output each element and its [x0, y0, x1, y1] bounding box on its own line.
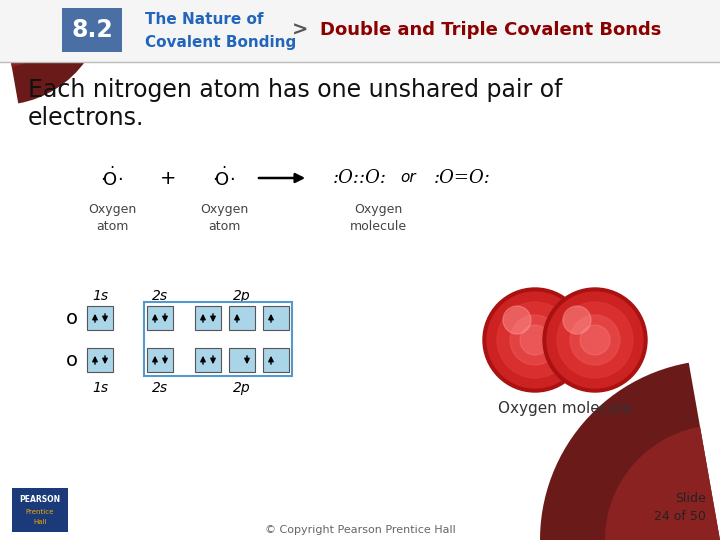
Circle shape [510, 315, 560, 365]
Wedge shape [0, 0, 68, 67]
Text: >: > [292, 21, 308, 39]
Circle shape [543, 288, 647, 392]
Text: The Nature of: The Nature of [145, 12, 264, 28]
Text: Covalent Bonding: Covalent Bonding [145, 35, 296, 50]
Circle shape [483, 288, 587, 392]
Wedge shape [0, 0, 105, 103]
Circle shape [487, 292, 583, 388]
Text: $\cdot\!\dot{\mathrm{O}}\!\cdot$: $\cdot\!\dot{\mathrm{O}}\!\cdot$ [212, 166, 235, 190]
Text: o: o [66, 308, 78, 327]
Text: 1s: 1s [92, 289, 108, 303]
Bar [195, 348, 221, 372]
Text: :O::O:: :O::O: [333, 169, 387, 187]
Text: Oxygen
atom: Oxygen atom [200, 203, 248, 233]
Bar [147, 306, 173, 330]
Text: 2p: 2p [233, 381, 251, 395]
Text: Oxygen
molecule: Oxygen molecule [349, 203, 407, 233]
Text: electrons.: electrons. [28, 106, 145, 130]
Bar [229, 348, 255, 372]
Text: :O=O:: :O=O: [433, 169, 490, 187]
Circle shape [557, 302, 633, 378]
Text: 2s: 2s [152, 289, 168, 303]
Wedge shape [540, 363, 720, 540]
Bar [263, 348, 289, 372]
Circle shape [497, 302, 573, 378]
Circle shape [580, 325, 610, 355]
Bar [144, 302, 292, 376]
Circle shape [570, 315, 620, 365]
Circle shape [547, 292, 643, 388]
Text: or: or [400, 171, 416, 186]
Bar [263, 306, 289, 330]
Text: o: o [66, 350, 78, 369]
Bar [87, 306, 113, 330]
Text: $\cdot\!\dot{\mathrm{O}}\!\cdot$: $\cdot\!\dot{\mathrm{O}}\!\cdot$ [100, 166, 124, 190]
Text: Oxygen molecule: Oxygen molecule [498, 401, 632, 415]
Bar [87, 348, 113, 372]
Text: Slide
24 of 50: Slide 24 of 50 [654, 492, 706, 523]
Circle shape [563, 306, 591, 334]
Bar [195, 306, 221, 330]
Circle shape [520, 325, 550, 355]
Text: Oxygen
atom: Oxygen atom [88, 203, 136, 233]
Bar [62, 8, 122, 52]
Text: Hall: Hall [33, 519, 47, 525]
Bar [229, 306, 255, 330]
Bar [0, 0, 720, 62]
Wedge shape [605, 427, 720, 540]
Text: Each nitrogen atom has one unshared pair of: Each nitrogen atom has one unshared pair… [28, 78, 562, 102]
Text: 2p: 2p [233, 289, 251, 303]
Text: PEARSON: PEARSON [19, 496, 60, 504]
Bar [147, 348, 173, 372]
Text: 8.2: 8.2 [71, 18, 113, 42]
Text: +: + [160, 168, 176, 187]
Text: © Copyright Pearson Prentice Hall: © Copyright Pearson Prentice Hall [265, 525, 455, 535]
Text: Double and Triple Covalent Bonds: Double and Triple Covalent Bonds [320, 21, 662, 39]
Text: 2s: 2s [152, 381, 168, 395]
Bar [12, 488, 68, 532]
Circle shape [503, 306, 531, 334]
Text: Prentice: Prentice [26, 509, 54, 515]
Text: 1s: 1s [92, 381, 108, 395]
